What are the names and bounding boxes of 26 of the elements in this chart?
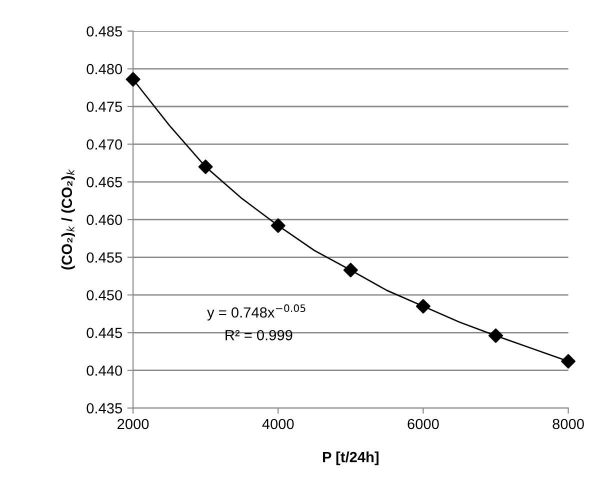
x-tick-label: 8000 — [552, 418, 584, 430]
y-tick-label: 0.470 — [86, 139, 122, 150]
point — [561, 354, 576, 369]
point — [416, 298, 430, 314]
x-tick-label: 6000 — [408, 418, 439, 430]
point — [488, 328, 504, 343]
y-axis-title: (CO₂)$_{k}$ / (CO₂)$_{k}$ — [61, 169, 75, 270]
y-tick-label: 0.450 — [86, 290, 122, 300]
y-tick-label: 0.465 — [86, 176, 122, 188]
y-tick-label: 0.460 — [86, 214, 122, 226]
x-axis-title: P [t/24h] — [323, 452, 378, 466]
x-tick-label: 2000 — [118, 418, 149, 430]
y-tick-label: 0.485 — [86, 26, 122, 37]
y-tick-label: 0.440 — [86, 365, 122, 376]
y-tick-label: 0.475 — [86, 102, 122, 112]
point — [343, 262, 358, 278]
y-tick-label: 0.455 — [86, 252, 122, 263]
annotation: R² = 0.999 — [226, 330, 292, 340]
point — [126, 72, 140, 87]
y-tick-label: 0.445 — [86, 328, 122, 338]
y-tick-label: 0.435 — [86, 403, 122, 414]
y-tick-label: 0.480 — [86, 64, 122, 74]
point — [270, 218, 286, 233]
point — [198, 160, 213, 174]
x-tick-label: 4000 — [262, 418, 294, 430]
annotation: y = 0.748x$^{−0.05}$ — [207, 304, 306, 320]
